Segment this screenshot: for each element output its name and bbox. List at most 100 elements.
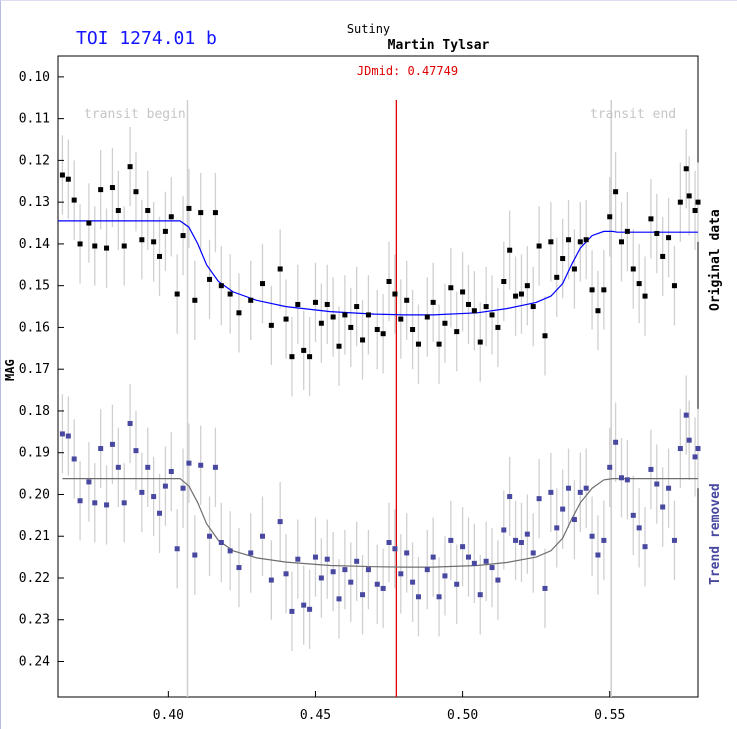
data-point-s0-20 [180,233,186,239]
data-point-s1-36 [301,602,307,608]
data-point-s1-97 [666,485,672,491]
data-point-s1-50 [386,539,392,545]
transit-end-label: transit end [590,107,676,122]
data-point-s0-28 [236,310,242,316]
data-point-s1-38 [312,554,318,560]
data-point-s1-30 [260,533,266,539]
data-point-s1-20 [180,485,186,491]
data-point-s1-90 [624,477,630,483]
data-point-s0-84 [589,287,595,293]
data-point-s0-73 [524,283,530,289]
data-point-s1-75 [536,496,542,502]
data-point-s1-100 [683,412,689,418]
data-point-s1-52 [398,571,404,577]
data-point-s0-45 [354,304,360,310]
data-point-s1-62 [460,544,466,550]
y-tick-label-5: 0.15 [19,279,50,294]
data-point-s0-16 [157,253,163,259]
data-point-s0-19 [174,291,180,297]
data-point-s1-63 [465,554,471,560]
data-point-s0-50 [386,278,392,284]
data-point-s0-54 [410,327,416,333]
data-point-s0-24 [207,276,213,282]
data-point-s0-4 [86,220,92,226]
x-tick-label-2: 0.50 [447,708,478,723]
data-point-s0-82 [577,239,583,245]
data-point-s0-35 [295,301,301,307]
data-point-s1-43 [342,567,348,573]
data-point-s0-1 [65,176,71,182]
data-point-s0-89 [618,239,624,245]
data-point-s0-8 [109,185,115,191]
data-point-s1-64 [471,560,477,566]
y-tick-label-10: 0.20 [19,487,50,502]
data-point-s0-47 [365,312,371,318]
data-point-s1-84 [589,533,595,539]
data-point-s1-57 [430,554,436,560]
data-point-s1-8 [109,441,115,447]
data-point-s0-41 [330,314,336,320]
data-point-s1-15 [151,494,157,500]
data-point-s1-5 [92,500,98,506]
data-point-s1-74 [530,550,536,556]
data-point-s1-83 [583,485,589,491]
data-point-s0-26 [218,283,224,289]
target-title: TOI 1274.01 b [76,28,217,49]
data-point-s1-48 [374,581,380,587]
data-point-s1-9 [115,464,121,470]
data-point-s0-52 [398,316,404,322]
data-point-s1-10 [121,500,127,506]
data-point-s1-40 [324,556,330,562]
data-point-s1-96 [660,504,666,510]
data-point-s0-79 [560,256,566,262]
y-tick-label-12: 0.22 [19,571,50,586]
data-point-s0-36 [301,347,307,353]
data-point-s0-15 [151,239,157,245]
data-point-s1-0 [59,431,65,437]
data-point-s1-86 [601,537,607,543]
data-point-s1-60 [448,537,454,543]
series-label-trend-removed: Trend removed [708,483,723,585]
data-point-s1-13 [139,489,145,495]
data-point-s0-102 [692,208,698,214]
data-point-s0-93 [642,293,648,299]
data-point-s1-91 [630,512,636,518]
data-point-s1-23 [198,462,204,468]
data-point-s0-78 [554,274,560,280]
data-point-s1-25 [212,464,218,470]
data-point-s0-13 [139,237,145,243]
data-point-s0-66 [483,304,489,310]
data-point-s1-98 [671,537,677,543]
data-point-s1-102 [692,454,698,460]
data-point-s1-29 [248,550,254,556]
data-point-s0-11 [127,164,133,170]
data-point-s1-33 [283,571,289,577]
data-point-s0-81 [571,266,577,272]
data-point-s1-3 [77,498,83,504]
data-point-s1-53 [404,550,410,556]
data-point-s1-99 [677,446,683,452]
data-point-s0-43 [342,312,348,318]
data-point-s0-7 [104,245,110,251]
data-point-s0-59 [442,320,448,326]
data-point-s1-6 [98,446,104,452]
data-point-s1-55 [415,594,421,600]
data-point-s1-70 [507,494,513,500]
data-point-s1-44 [348,579,354,585]
data-point-s1-73 [524,531,530,537]
data-point-s1-80 [566,485,572,491]
data-point-s1-2 [71,456,77,462]
y-tick-label-11: 0.21 [19,529,50,544]
data-point-s0-57 [430,299,436,305]
data-point-s1-81 [571,517,577,523]
model-curve-s1 [62,478,698,568]
jdmid-label: JDmid: 0.47749 [356,64,459,78]
y-tick-label-3: 0.13 [19,195,50,210]
data-point-s1-14 [145,464,151,470]
data-point-s0-77 [548,239,554,245]
data-point-s1-82 [577,489,583,495]
data-point-s1-58 [436,594,442,600]
data-point-s1-78 [554,525,560,531]
data-point-s0-23 [198,210,204,216]
data-point-s0-55 [415,341,421,347]
